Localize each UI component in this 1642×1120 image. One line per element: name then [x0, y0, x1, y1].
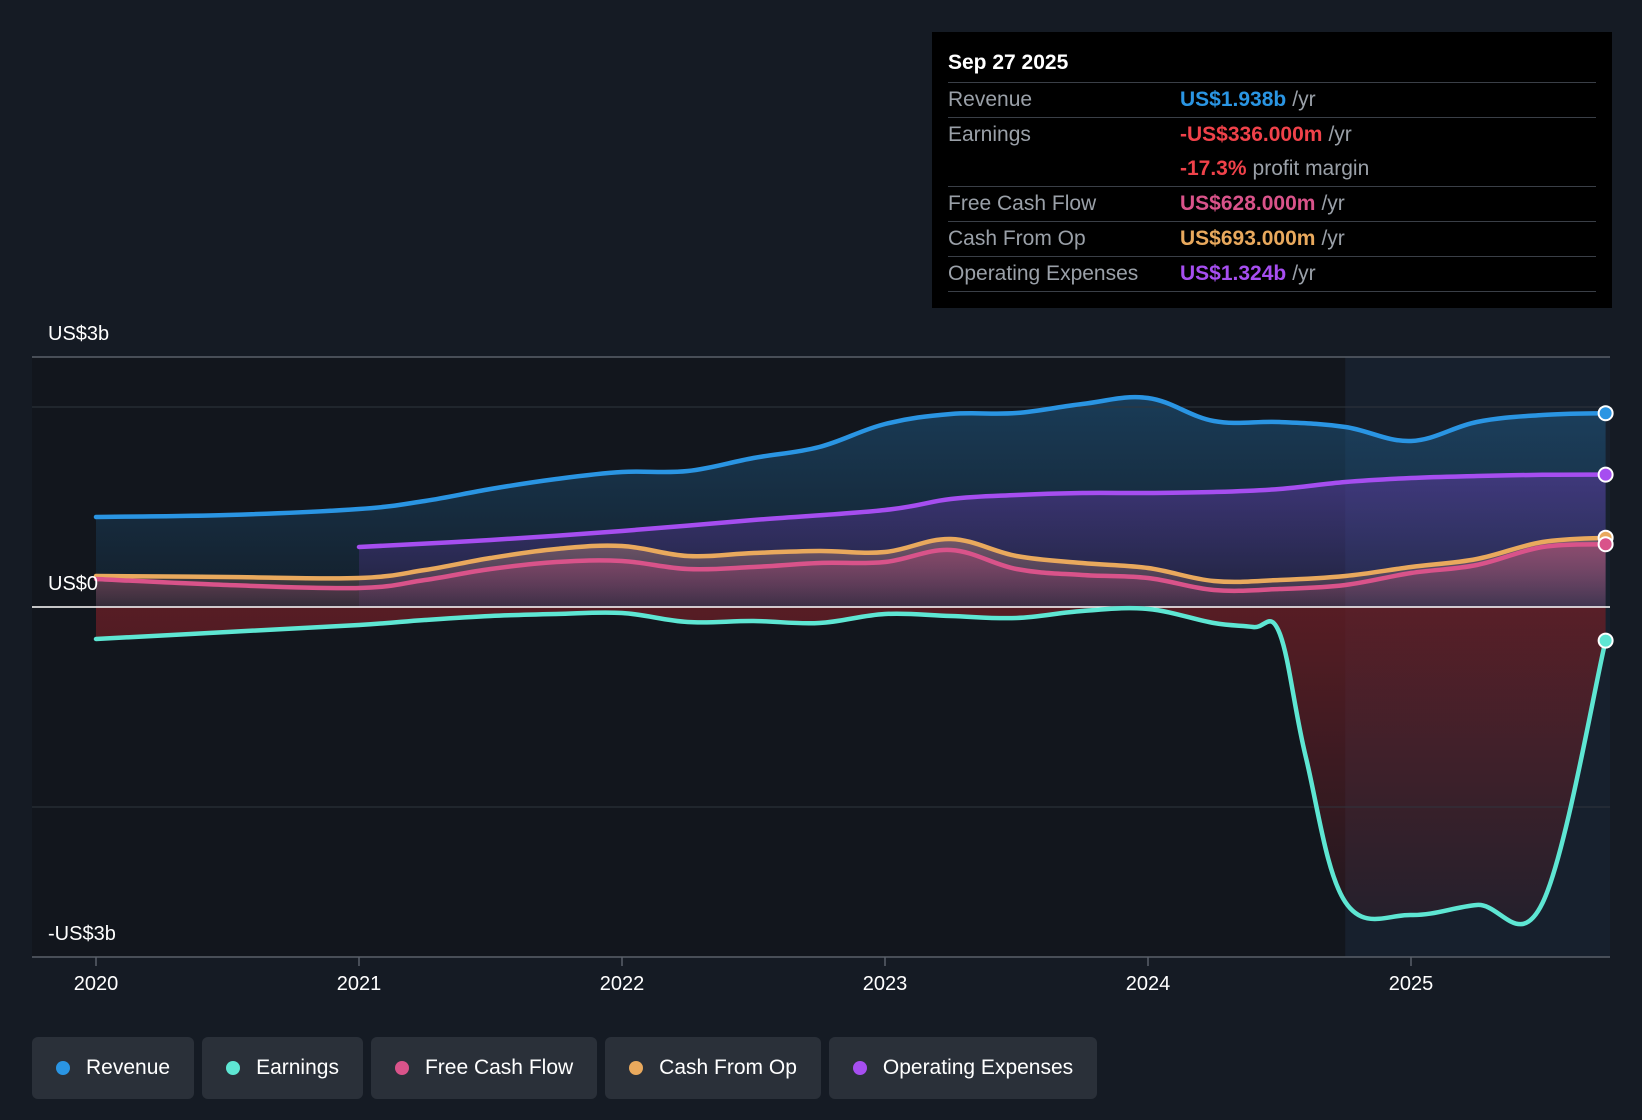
legend-item-free-cash-flow[interactable]: Free Cash Flow	[370, 1037, 598, 1099]
tooltip-label: Operating Expenses	[948, 262, 1139, 285]
legend-dot-icon	[226, 1061, 241, 1075]
legend-label: Cash From Op	[659, 1056, 797, 1079]
legend-dot-icon	[394, 1061, 409, 1075]
tooltip-label: Earnings	[948, 123, 1031, 146]
tooltip-row-profit-margin: -17.3% profit margin	[948, 152, 1596, 187]
tooltip-unit: /yr	[1321, 227, 1345, 250]
x-tick-label: 2020	[74, 973, 119, 995]
tooltip-value: US$693.000m	[1180, 227, 1316, 250]
tooltip-unit: profit margin	[1252, 157, 1370, 180]
legend-label: Revenue	[86, 1056, 171, 1079]
series-lines	[93, 394, 1608, 927]
legend-item-operating-expenses[interactable]: Operating Expenses	[828, 1037, 1098, 1099]
legend-item-revenue[interactable]: Revenue	[32, 1037, 195, 1099]
tooltip-unit: /yr	[1292, 262, 1316, 285]
legend-item-cash-from-op[interactable]: Cash From Op	[605, 1037, 821, 1099]
line-earnings	[93, 605, 1608, 927]
tooltip-value: -17.3%	[1180, 157, 1247, 180]
tooltip-row-cfo: Cash From Op US$693.000m /yr	[948, 222, 1596, 257]
y-tick-label-zero: US$0	[48, 573, 98, 595]
end-dot-revenue	[1597, 405, 1614, 422]
end-dot-earnings	[1597, 632, 1614, 649]
series-end-markers	[1597, 405, 1614, 649]
x-tick-label: 2024	[1126, 973, 1171, 995]
tooltip-unit: /yr	[1321, 192, 1345, 215]
legend-label: Earnings	[256, 1056, 339, 1079]
tooltip-label: Free Cash Flow	[948, 192, 1097, 215]
tooltip-row-fcf: Free Cash Flow US$628.000m /yr	[948, 187, 1596, 222]
tooltip-value: US$628.000m	[1180, 192, 1316, 215]
legend-dot-icon	[629, 1061, 644, 1075]
y-tick-label-top: US$3b	[48, 323, 109, 345]
legend-dot-icon	[852, 1061, 867, 1075]
tooltip-row-opex: Operating Expenses US$1.324b /yr	[948, 257, 1596, 292]
x-tick-label: 2023	[863, 973, 908, 995]
end-dot-opex	[1597, 466, 1614, 483]
tooltip: Sep 27 2025 Revenue US$1.938b /yr Earnin…	[932, 32, 1612, 308]
tooltip-label: Cash From Op	[948, 227, 1086, 250]
tooltip-value: US$1.938b	[1180, 88, 1287, 111]
tooltip-date: Sep 27 2025	[948, 46, 1596, 83]
line-revenue	[93, 394, 1608, 520]
tooltip-label: Revenue	[948, 88, 1033, 111]
line-opex	[356, 472, 1608, 550]
tooltip-value: US$1.324b	[1180, 262, 1287, 285]
series-areas	[96, 397, 1606, 925]
tooltip-unit: /yr	[1292, 88, 1316, 111]
legend-label: Free Cash Flow	[424, 1056, 574, 1079]
legend-dot-icon	[56, 1061, 70, 1075]
line-cfo	[93, 535, 1608, 585]
tooltip-row-revenue: Revenue US$1.938b /yr	[948, 83, 1596, 118]
tooltip-row-earnings: Earnings -US$336.000m /yr	[948, 118, 1596, 152]
x-tick-label: 2021	[337, 973, 382, 995]
line-fcf	[93, 541, 1608, 594]
area-earnings	[96, 607, 1606, 925]
y-tick-label-bottom: -US$3b	[48, 923, 116, 945]
x-tick-label: 2025	[1389, 973, 1434, 995]
x-tick-label: 2022	[600, 973, 645, 995]
legend-label: Operating Expenses	[882, 1056, 1074, 1079]
tooltip-value: -US$336.000m	[1180, 123, 1323, 146]
legend: Revenue Earnings Free Cash Flow Cash Fro…	[32, 1037, 1098, 1099]
end-dot-fcf	[1597, 536, 1614, 553]
tooltip-unit: /yr	[1328, 123, 1352, 146]
legend-item-earnings[interactable]: Earnings	[202, 1037, 363, 1099]
x-axis-ticks: 2020 2021 2022 2023 2024 2025	[74, 957, 1434, 995]
